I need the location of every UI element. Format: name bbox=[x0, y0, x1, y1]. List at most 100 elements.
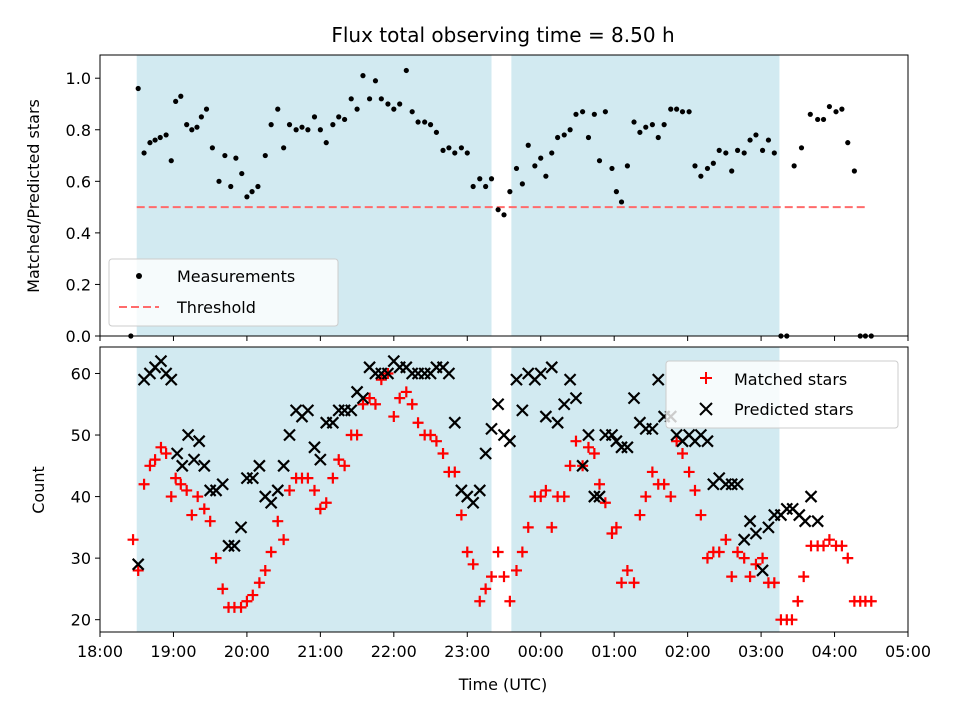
matched-star-marker bbox=[265, 546, 277, 558]
measurement-point bbox=[228, 183, 234, 190]
measurement-point bbox=[543, 173, 549, 179]
matched-star-marker bbox=[732, 546, 744, 558]
measurement-point bbox=[360, 73, 366, 79]
matched-star-marker bbox=[175, 478, 187, 490]
matched-star-marker bbox=[570, 435, 582, 447]
measurement-point bbox=[440, 147, 446, 153]
predicted-star-marker bbox=[804, 490, 818, 503]
matched-star-marker bbox=[689, 484, 701, 496]
predicted-star-marker bbox=[811, 514, 824, 528]
measurement-point bbox=[477, 176, 483, 182]
matched-star-marker bbox=[616, 577, 628, 589]
measurement-point bbox=[618, 199, 625, 205]
matched-star-marker bbox=[400, 386, 412, 398]
predicted-star-marker bbox=[576, 459, 589, 473]
predicted-star-marker bbox=[545, 361, 559, 374]
measurement-point bbox=[661, 122, 667, 128]
measurement-point bbox=[305, 127, 311, 133]
predicted-star-marker bbox=[253, 459, 266, 473]
predicted-star-marker bbox=[503, 434, 517, 448]
measurement-point bbox=[692, 163, 698, 169]
predicted-star-marker bbox=[356, 391, 370, 405]
measurement-point bbox=[771, 150, 777, 156]
measurement-point bbox=[807, 111, 813, 117]
predicted-star-marker bbox=[593, 490, 606, 503]
predicted-star-marker bbox=[326, 416, 340, 429]
matched-star-marker bbox=[198, 503, 210, 515]
matched-star-marker bbox=[634, 509, 646, 521]
measurement-point bbox=[317, 127, 323, 133]
measurement-point bbox=[704, 165, 711, 172]
matched-stars-points bbox=[127, 367, 877, 626]
measurement-point bbox=[668, 106, 674, 112]
x-axis-label: Time (UTC) bbox=[458, 675, 547, 694]
predicted-star-marker bbox=[557, 397, 571, 411]
measurement-point bbox=[244, 194, 250, 200]
count-y-tick-label: 50 bbox=[71, 426, 91, 445]
measurement-point bbox=[851, 168, 857, 174]
measurement-point bbox=[173, 98, 179, 105]
predicted-star-marker bbox=[164, 373, 178, 386]
matched-star-marker bbox=[437, 447, 449, 459]
matched-star-marker bbox=[259, 564, 271, 576]
measurement-point bbox=[446, 145, 452, 151]
time-x-tick-label: 02:00 bbox=[665, 642, 711, 661]
measurement-point bbox=[538, 155, 544, 161]
measurement-point bbox=[157, 134, 163, 141]
matched-star-marker bbox=[558, 491, 570, 503]
matched-star-marker bbox=[375, 374, 387, 386]
matched-star-marker bbox=[186, 509, 198, 521]
matched-star-marker bbox=[461, 546, 473, 558]
measurement-point bbox=[168, 158, 174, 164]
measurement-point bbox=[488, 176, 495, 182]
time-x-tick-label: 00:00 bbox=[518, 642, 564, 661]
measurement-point bbox=[716, 147, 722, 153]
predicted-star-marker bbox=[216, 477, 229, 491]
matched-star-marker bbox=[455, 509, 467, 521]
predicted-star-marker bbox=[228, 539, 241, 553]
matched-star-marker bbox=[302, 472, 314, 484]
predicted-stars-points bbox=[131, 354, 824, 577]
predicted-star-marker bbox=[187, 453, 201, 466]
measurement-point bbox=[729, 168, 735, 174]
time-x-tick-label: 19:00 bbox=[150, 642, 196, 661]
measurement-point bbox=[833, 109, 839, 115]
matched-star-marker bbox=[610, 521, 622, 533]
measurement-point bbox=[275, 106, 281, 112]
count-y-tick-label: 30 bbox=[71, 549, 91, 568]
measurement-point bbox=[734, 147, 741, 153]
matched-star-marker bbox=[516, 546, 528, 558]
matched-star-marker bbox=[768, 577, 780, 589]
matched-star-marker bbox=[364, 392, 376, 404]
matched-star-marker bbox=[449, 466, 461, 478]
measurement-point bbox=[354, 106, 360, 112]
time-x-tick-label: 01:00 bbox=[591, 642, 637, 661]
measurement-point bbox=[255, 183, 261, 190]
predicted-star-marker bbox=[756, 564, 769, 577]
ratio-y-tick-label: 0.4 bbox=[66, 224, 91, 243]
measurement-point bbox=[458, 145, 464, 151]
measurement-point bbox=[791, 163, 797, 169]
measurement-point bbox=[555, 134, 561, 141]
measurement-point bbox=[798, 145, 805, 151]
predicted-star-marker bbox=[485, 422, 498, 436]
predicted-star-marker bbox=[743, 514, 757, 528]
predicted-star-marker bbox=[551, 416, 564, 429]
predicted-star-marker bbox=[466, 496, 480, 510]
predicted-star-marker bbox=[246, 471, 260, 485]
predicted-star-marker bbox=[442, 367, 456, 380]
matched-star-marker bbox=[430, 435, 442, 447]
legend-measurements-label: Measurements bbox=[177, 267, 295, 286]
time-x-tick-label: 05:00 bbox=[885, 642, 931, 661]
legend-matched-marker bbox=[700, 372, 712, 384]
measurement-point bbox=[613, 189, 619, 195]
time-x-tick-label: 23:00 bbox=[444, 642, 490, 661]
measurement-point bbox=[723, 150, 729, 156]
measurement-point bbox=[293, 127, 299, 133]
predicted-star-marker bbox=[131, 558, 145, 571]
matched-star-marker bbox=[314, 503, 326, 515]
predicted-star-marker bbox=[283, 428, 296, 442]
measurement-point bbox=[239, 170, 245, 177]
predicted-star-marker bbox=[701, 434, 714, 448]
measurement-point bbox=[815, 116, 821, 123]
